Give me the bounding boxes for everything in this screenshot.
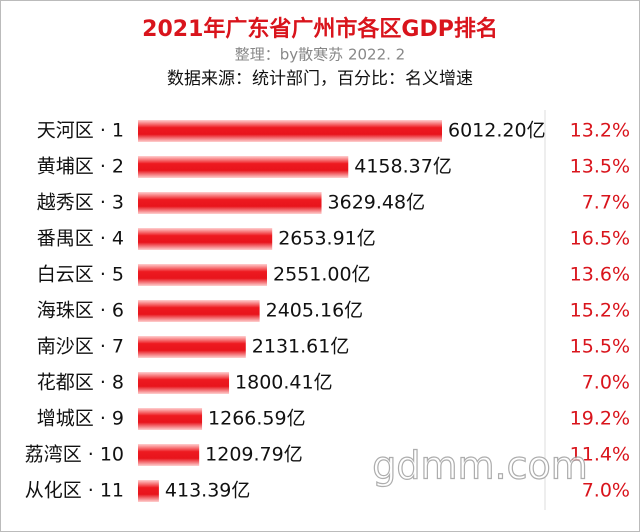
category-label: 白云区 · 5 bbox=[37, 264, 124, 286]
growth-label: 15.2% bbox=[570, 300, 630, 322]
value-label: 3629.48亿 bbox=[328, 192, 426, 214]
bar bbox=[138, 408, 203, 430]
bar bbox=[138, 228, 273, 250]
category-label: 黄埔区 · 2 bbox=[37, 156, 124, 178]
value-label: 413.39亿 bbox=[165, 480, 250, 502]
growth-label: 13.5% bbox=[570, 156, 630, 178]
category-label: 海珠区 · 6 bbox=[37, 300, 124, 322]
growth-label: 11.4% bbox=[570, 444, 630, 466]
bar bbox=[138, 300, 260, 322]
category-label: 增城区 · 9 bbox=[37, 408, 124, 430]
category-label: 荔湾区 · 10 bbox=[25, 444, 124, 466]
value-label: 1209.79亿 bbox=[205, 444, 303, 466]
value-label: 2551.00亿 bbox=[273, 264, 371, 286]
bar bbox=[138, 372, 230, 394]
value-label: 1800.41亿 bbox=[235, 372, 333, 394]
bar bbox=[138, 264, 267, 286]
category-label: 越秀区 · 3 bbox=[37, 192, 124, 214]
category-label: 从化区 · 11 bbox=[25, 480, 124, 502]
growth-label: 7.0% bbox=[582, 480, 630, 502]
bar bbox=[138, 444, 200, 466]
growth-label: 7.0% bbox=[582, 372, 630, 394]
growth-label: 7.7% bbox=[582, 192, 630, 214]
growth-label: 16.5% bbox=[570, 228, 630, 250]
subtitle: 整理：by散寒苏 2022. 2 bbox=[235, 46, 405, 64]
bar bbox=[138, 192, 322, 214]
growth-label: 15.5% bbox=[570, 336, 630, 358]
bar bbox=[138, 120, 442, 142]
source: 数据来源：统计部门，百分比：名义增速 bbox=[167, 69, 473, 89]
value-label: 2653.91亿 bbox=[278, 228, 376, 250]
value-label: 4158.37亿 bbox=[354, 156, 452, 178]
growth-label: 19.2% bbox=[570, 408, 630, 430]
category-label: 天河区 · 1 bbox=[37, 120, 124, 142]
value-label: 6012.20亿 bbox=[448, 120, 546, 142]
watermark: gdmm.com bbox=[372, 444, 588, 488]
value-label: 2405.16亿 bbox=[266, 300, 364, 322]
growth-label: 13.6% bbox=[570, 264, 630, 286]
value-label: 1266.59亿 bbox=[208, 408, 306, 430]
bar bbox=[138, 156, 349, 178]
value-label: 2131.61亿 bbox=[252, 336, 350, 358]
bar bbox=[138, 336, 246, 358]
category-label: 花都区 · 8 bbox=[37, 372, 124, 394]
growth-label: 13.2% bbox=[570, 120, 630, 142]
category-label: 番禺区 · 4 bbox=[37, 228, 124, 250]
category-label: 南沙区 · 7 bbox=[37, 336, 124, 358]
chart-title: 2021年广东省广州市各区GDP排名 bbox=[142, 16, 498, 42]
bar bbox=[138, 480, 159, 502]
